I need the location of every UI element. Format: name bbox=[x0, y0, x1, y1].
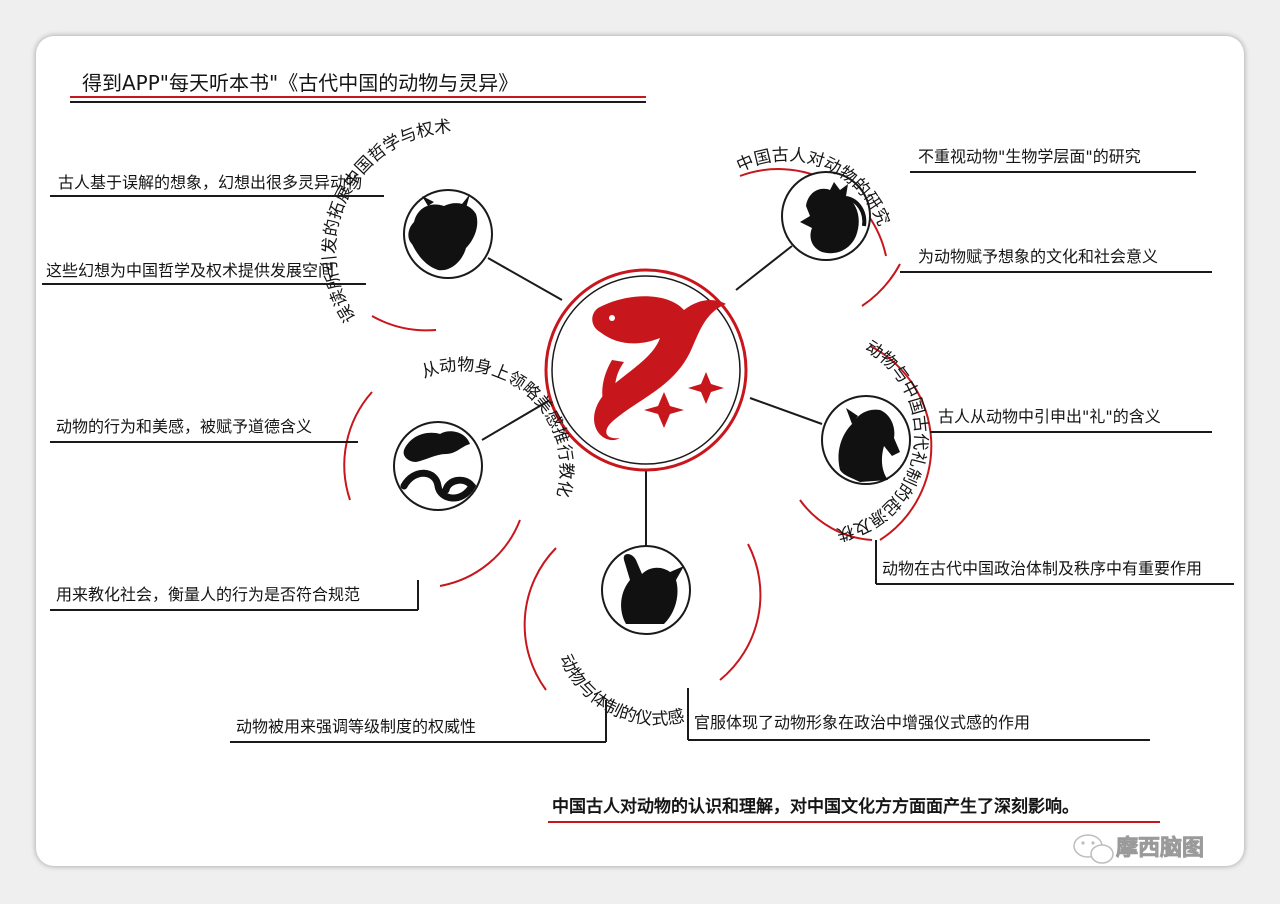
note-research-2: 为动物赋予想象的文化和社会意义 bbox=[918, 247, 1158, 266]
arc-label-ritual: 动物与体制的仪式感 bbox=[555, 651, 686, 729]
note-morality-2: 用来教化社会，衡量人的行为是否符合规范 bbox=[56, 585, 360, 604]
arc-bracket bbox=[869, 345, 933, 541]
arc-bracket bbox=[371, 315, 437, 332]
note-imagination-2: 这些幻想为中国哲学及权术提供发展空间 bbox=[46, 261, 334, 280]
branch-morality: 从动物身上领略美感推行教化 动物的行为和美感，被赋予道德含义 用来教化社会，衡量… bbox=[50, 355, 576, 611]
horse-icon bbox=[838, 408, 900, 482]
center-node bbox=[544, 268, 748, 472]
connectors bbox=[481, 245, 823, 548]
branch-ritual: 动物与体制的仪式感 动物被用来强调等级制度的权威性 官服体现了动物形象在政治中增… bbox=[230, 543, 1150, 743]
note-ritual-1: 动物被用来强调等级制度的权威性 bbox=[236, 717, 476, 736]
branch-imagination: 误读所引发的拓展中国哲学与权术 古人基于误解的想象，幻想出很多灵异动物 这些幻想… bbox=[42, 117, 493, 332]
rooster-icon bbox=[800, 182, 867, 254]
arc-bracket bbox=[523, 547, 557, 691]
snake-tiger-icon bbox=[400, 431, 477, 502]
summary-text: 中国古人对动物的认识和理解，对中国文化方方面面产生了深刻影响。 bbox=[552, 796, 1079, 817]
ox-icon bbox=[408, 194, 478, 271]
branch-research: 中国古人对动物的研究 不重视动物"生物学层面"的研究 为动物赋予想象的文化和社会… bbox=[734, 145, 1212, 307]
note-rites-2: 动物在古代中国政治体制及秩序中有重要作用 bbox=[882, 559, 1202, 578]
watermark-text: 摩西脑图 bbox=[1116, 835, 1204, 861]
note-imagination-1: 古人基于误解的想象，幻想出很多灵异动物 bbox=[58, 173, 362, 192]
arc-bracket bbox=[343, 391, 373, 501]
note-morality-1: 动物的行为和美感，被赋予道德含义 bbox=[56, 417, 312, 436]
page-title: 得到APP"每天听本书"《古代中国的动物与灵异》 bbox=[82, 71, 518, 95]
note-rites-1: 古人从动物中引申出"礼"的含义 bbox=[938, 407, 1161, 426]
note-research-1: 不重视动物"生物学层面"的研究 bbox=[918, 147, 1141, 166]
note-ritual-2: 官服体现了动物形象在政治中增强仪式感的作用 bbox=[694, 713, 1030, 732]
rabbit-icon bbox=[621, 554, 684, 624]
watermark: 摩西脑图 bbox=[1073, 834, 1204, 864]
red-dragon-icon bbox=[592, 296, 726, 441]
wechat-icon bbox=[1073, 834, 1114, 864]
